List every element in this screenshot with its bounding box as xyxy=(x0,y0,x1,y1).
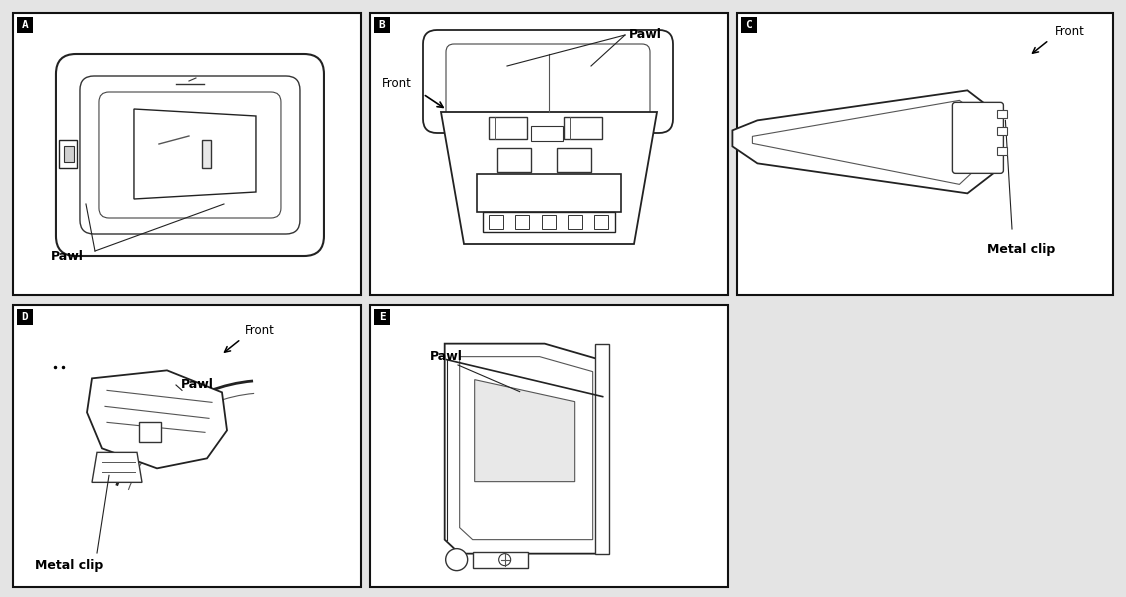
Circle shape xyxy=(499,553,511,565)
Bar xyxy=(595,215,608,229)
Polygon shape xyxy=(445,344,607,553)
Text: Front: Front xyxy=(1055,25,1084,38)
Polygon shape xyxy=(475,380,574,482)
Polygon shape xyxy=(459,356,592,540)
Bar xyxy=(17,309,33,325)
Text: Metal clip: Metal clip xyxy=(35,559,104,572)
Bar xyxy=(595,344,609,553)
FancyBboxPatch shape xyxy=(953,102,1003,173)
Bar xyxy=(542,215,555,229)
Bar xyxy=(564,117,602,139)
FancyBboxPatch shape xyxy=(446,44,650,120)
Bar xyxy=(202,140,211,168)
Bar xyxy=(374,17,390,33)
Text: A: A xyxy=(21,20,28,30)
FancyBboxPatch shape xyxy=(80,76,300,234)
Bar xyxy=(557,148,591,172)
Bar xyxy=(473,552,528,568)
FancyBboxPatch shape xyxy=(423,30,673,133)
Bar xyxy=(138,422,161,442)
Polygon shape xyxy=(752,100,988,184)
Bar xyxy=(370,305,729,587)
Bar xyxy=(17,17,33,33)
Bar xyxy=(64,146,74,162)
Bar xyxy=(568,215,582,229)
Bar xyxy=(374,309,390,325)
Text: Pawl: Pawl xyxy=(430,350,463,363)
Text: Front: Front xyxy=(382,77,412,90)
Text: Pawl: Pawl xyxy=(181,378,214,392)
Bar xyxy=(489,215,503,229)
Polygon shape xyxy=(441,112,656,244)
Polygon shape xyxy=(134,109,256,199)
Bar xyxy=(489,117,527,139)
Bar xyxy=(531,126,563,141)
Text: B: B xyxy=(378,20,385,30)
FancyBboxPatch shape xyxy=(56,54,324,256)
Bar xyxy=(738,13,1112,295)
Text: D: D xyxy=(21,312,28,322)
Bar xyxy=(741,17,757,33)
Text: E: E xyxy=(378,312,385,322)
Polygon shape xyxy=(87,370,227,469)
Bar xyxy=(497,148,531,172)
Text: Front: Front xyxy=(245,324,275,337)
Bar xyxy=(998,127,1008,136)
Bar xyxy=(59,140,77,168)
Text: C: C xyxy=(745,20,752,30)
Polygon shape xyxy=(732,90,1002,193)
Text: Pawl: Pawl xyxy=(629,29,662,42)
Bar xyxy=(998,147,1008,155)
Bar xyxy=(477,174,622,212)
Polygon shape xyxy=(92,453,142,482)
Bar xyxy=(370,13,729,295)
Bar xyxy=(14,305,361,587)
FancyBboxPatch shape xyxy=(99,92,282,218)
Text: Pawl: Pawl xyxy=(51,251,83,263)
Text: Metal clip: Metal clip xyxy=(988,243,1055,256)
Bar xyxy=(516,215,529,229)
Bar xyxy=(998,110,1008,118)
Circle shape xyxy=(446,549,467,571)
Bar xyxy=(483,212,615,232)
Bar xyxy=(14,13,361,295)
